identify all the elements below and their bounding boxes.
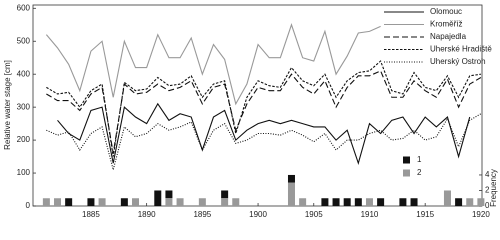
frequency-bar: [42, 198, 50, 206]
legend-label: 2: [417, 168, 422, 177]
legend-label: Kroměříž: [430, 20, 462, 29]
frequency-bar: [410, 198, 418, 206]
frequency-bar: [287, 174, 295, 183]
x-tick-label: 1895: [193, 210, 211, 219]
y-tick-label: 400: [17, 69, 31, 78]
y2-tick-label: 2: [485, 186, 490, 195]
legend-label: Olomouc: [430, 7, 462, 16]
frequency-bar: [165, 198, 173, 206]
legend-label: Uherský Ostroh: [430, 57, 486, 66]
legend-swatch: [403, 156, 410, 164]
frequency-bar: [477, 198, 485, 206]
series-line: [46, 60, 481, 157]
y2-tick-label: 4: [485, 170, 490, 179]
y-tick-label: 300: [17, 102, 31, 111]
frequency-bar: [132, 198, 140, 206]
chart: Relative water stage [cm] Frequency 0 100…: [3, 3, 498, 219]
frequency-bar: [198, 198, 206, 206]
frequency-bar: [154, 190, 162, 206]
frequency-bar: [466, 198, 474, 206]
frequency-bar: [221, 190, 229, 199]
x-tick-label: 1915: [416, 210, 434, 219]
y-tick-label: 0: [26, 201, 31, 210]
x-tick-label: 1885: [82, 210, 100, 219]
series-line: [46, 70, 482, 154]
y-tick-label: 500: [17, 36, 31, 45]
frequency-bar: [321, 198, 329, 206]
frequency-bar: [399, 198, 407, 206]
series-line: [46, 113, 482, 172]
y2-tick-label: 0: [485, 201, 490, 210]
frequency-bar: [365, 198, 373, 206]
x-tick-label: 1920: [472, 210, 490, 219]
y-axis-label: Relative water stage [cm]: [3, 60, 12, 150]
frequency-bar: [165, 190, 173, 199]
plot-frame: [32, 4, 483, 207]
frequency-bar: [65, 198, 73, 206]
frequency-bar: [120, 198, 128, 206]
frequency-bar: [455, 198, 463, 206]
x-tick-label: 1890: [138, 210, 156, 219]
x-tick-label: 1900: [249, 210, 267, 219]
frequency-bar: [87, 198, 95, 206]
legend-label: Napajedla: [430, 32, 467, 41]
frequency-bar: [377, 198, 385, 206]
frequency-bar: [299, 198, 307, 206]
legend-swatch: [403, 169, 410, 177]
frequency-bar: [343, 198, 351, 206]
frequency-bar: [332, 198, 340, 206]
frequency-bar: [54, 198, 62, 206]
frequency-bar: [221, 198, 229, 206]
y-tick-label: 100: [17, 168, 31, 177]
x-tick-label: 1905: [305, 210, 323, 219]
x-tick-label: 1910: [361, 210, 379, 219]
legend-label: 1: [417, 155, 422, 164]
y-tick-label: 200: [17, 135, 31, 144]
series-line: [57, 102, 471, 166]
legend-label: Uherské Hradiště: [430, 45, 492, 54]
frequency-bar: [232, 198, 240, 206]
frequency-bar: [443, 190, 451, 206]
y-tick-label: 600: [17, 3, 31, 12]
frequency-bar: [98, 198, 106, 206]
frequency-bar: [176, 198, 184, 206]
series-line: [45, 23, 381, 106]
y2-axis-label: Frequency: [489, 169, 498, 207]
frequency-bar: [287, 182, 295, 206]
frequency-bar: [354, 198, 362, 206]
